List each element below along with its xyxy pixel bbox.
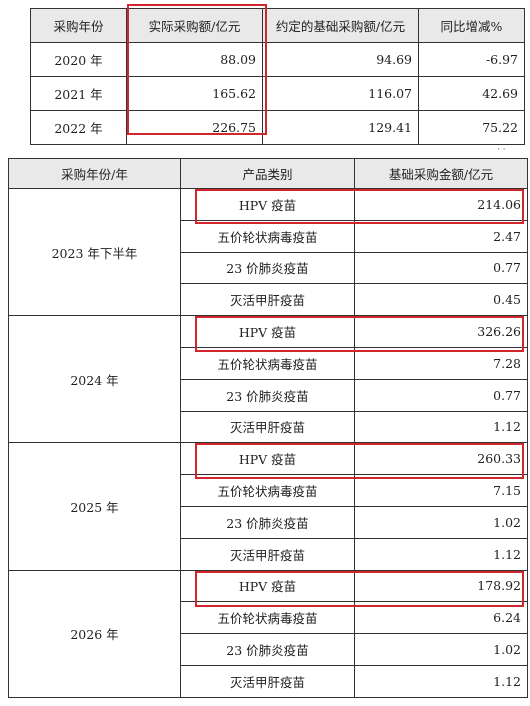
table-row: 23 价肺炎疫苗 1.02 (9, 633, 528, 666)
table-row: 五价轮状病毒疫苗 7.15 (9, 474, 528, 507)
cell-amount: 2.47 (354, 219, 528, 253)
cell-agreed: 129.41 (262, 110, 419, 145)
cell-amount: 1.12 (354, 664, 528, 698)
cell-amount: 0.77 (354, 378, 528, 412)
cell-product: HPV 疫苗 (180, 442, 355, 476)
table-row: 2023 年下半年 HPV 疫苗 214.06 (8, 187, 528, 317)
table-row: 2026 年 HPV 疫苗 178.92 (8, 569, 528, 698)
cell-yoy: 75.22 (418, 110, 525, 145)
cell-product: 五价轮状病毒疫苗 (180, 601, 355, 635)
cell-year-group: 2024 年 (8, 315, 181, 444)
header-yoy-change: 同比增减% (418, 8, 525, 43)
table-row: 五价轮状病毒疫苗 7.28 (9, 346, 528, 380)
table-row: 2022 年 226.75 129.41 75.22 (30, 110, 525, 145)
cell-amount: 6.24 (354, 601, 528, 635)
cell-yoy: -6.97 (418, 42, 525, 77)
cell-amount: 1.02 (354, 633, 528, 666)
cell-actual: 165.62 (126, 76, 263, 111)
cell-amount: 0.77 (354, 251, 528, 285)
cell-amount: 1.02 (354, 505, 528, 539)
cell-product: 灭活甲肝疫苗 (180, 537, 355, 571)
cell-product: 灭活甲肝疫苗 (180, 283, 355, 317)
actual-vs-agreed-purchase-table: 采购年份 实际采购额/亿元 约定的基础采购额/亿元 同比增减% 2020 年 8… (30, 8, 525, 145)
cell-actual: 88.09 (126, 42, 263, 77)
cell-actual: 226.75 (126, 110, 263, 145)
cell-product: 五价轮状病毒疫苗 (180, 219, 355, 253)
table-row: 23 价肺炎疫苗 0.77 (9, 251, 528, 285)
cell-year-group: 2023 年下半年 (8, 187, 181, 317)
table-row: 灭活甲肝疫苗 1.12 (9, 664, 528, 698)
cell-product: 23 价肺炎疫苗 (180, 378, 355, 412)
cell-product: 23 价肺炎疫苗 (180, 505, 355, 539)
cell-amount: 7.28 (354, 346, 528, 380)
cell-product: HPV 疫苗 (180, 315, 355, 348)
table-header-row: 采购年份/年 产品类别 基础采购金额/亿元 (8, 158, 528, 189)
cell-product: 23 价肺炎疫苗 (180, 251, 355, 285)
cell-amount: 7.15 (354, 474, 528, 507)
cell-amount: 1.12 (354, 410, 528, 444)
cell-amount: 214.06 (354, 188, 528, 221)
header-year: 采购年份 (30, 8, 127, 43)
header-agreed-amount: 约定的基础采购额/亿元 (262, 8, 419, 43)
cell-year: 2020 年 (30, 42, 127, 77)
cell-amount: 1.12 (354, 537, 528, 571)
cell-yoy: 42.69 (418, 76, 525, 111)
header-actual-amount: 实际采购额/亿元 (126, 8, 263, 43)
cell-amount: 326.26 (354, 315, 528, 348)
scan-mark: · · (497, 145, 506, 155)
cell-year-group: 2025 年 (8, 442, 181, 571)
cell-year: 2021 年 (30, 76, 127, 111)
cell-product: 五价轮状病毒疫苗 (180, 346, 355, 380)
cell-product: HPV 疫苗 (180, 188, 355, 221)
table-row: 灭活甲肝疫苗 1.12 (9, 537, 528, 571)
table-row: 2025 年 HPV 疫苗 260.33 (8, 442, 528, 571)
cell-amount: 178.92 (354, 569, 528, 603)
cell-amount: 260.33 (354, 442, 528, 476)
header-product-category: 产品类别 (180, 158, 355, 189)
cell-agreed: 94.69 (262, 42, 419, 77)
cell-agreed: 116.07 (262, 76, 419, 111)
cell-product: 五价轮状病毒疫苗 (180, 474, 355, 507)
cell-product: 23 价肺炎疫苗 (180, 633, 355, 666)
cell-year: 2022 年 (30, 110, 127, 145)
table-row: 2020 年 88.09 94.69 -6.97 (30, 42, 525, 77)
table-header-row: 采购年份 实际采购额/亿元 约定的基础采购额/亿元 同比增减% (30, 8, 525, 43)
cell-product: 灭活甲肝疫苗 (180, 410, 355, 444)
cell-product: 灭活甲肝疫苗 (180, 664, 355, 698)
cell-amount: 0.45 (354, 283, 528, 317)
header-base-amount: 基础采购金额/亿元 (354, 158, 528, 189)
header-year: 采购年份/年 (8, 158, 181, 189)
table-row: 2021 年 165.62 116.07 42.69 (30, 76, 525, 111)
table-row: 五价轮状病毒疫苗 2.47 (9, 219, 528, 253)
cell-product: HPV 疫苗 (180, 569, 355, 603)
base-procurement-table: 采购年份/年 产品类别 基础采购金额/亿元 2023 年下半年 HPV 疫苗 2… (8, 158, 528, 698)
table-row: 23 价肺炎疫苗 1.02 (9, 505, 528, 539)
table-row: 2024 年 HPV 疫苗 326.26 (8, 315, 528, 444)
cell-year-group: 2026 年 (8, 569, 181, 698)
